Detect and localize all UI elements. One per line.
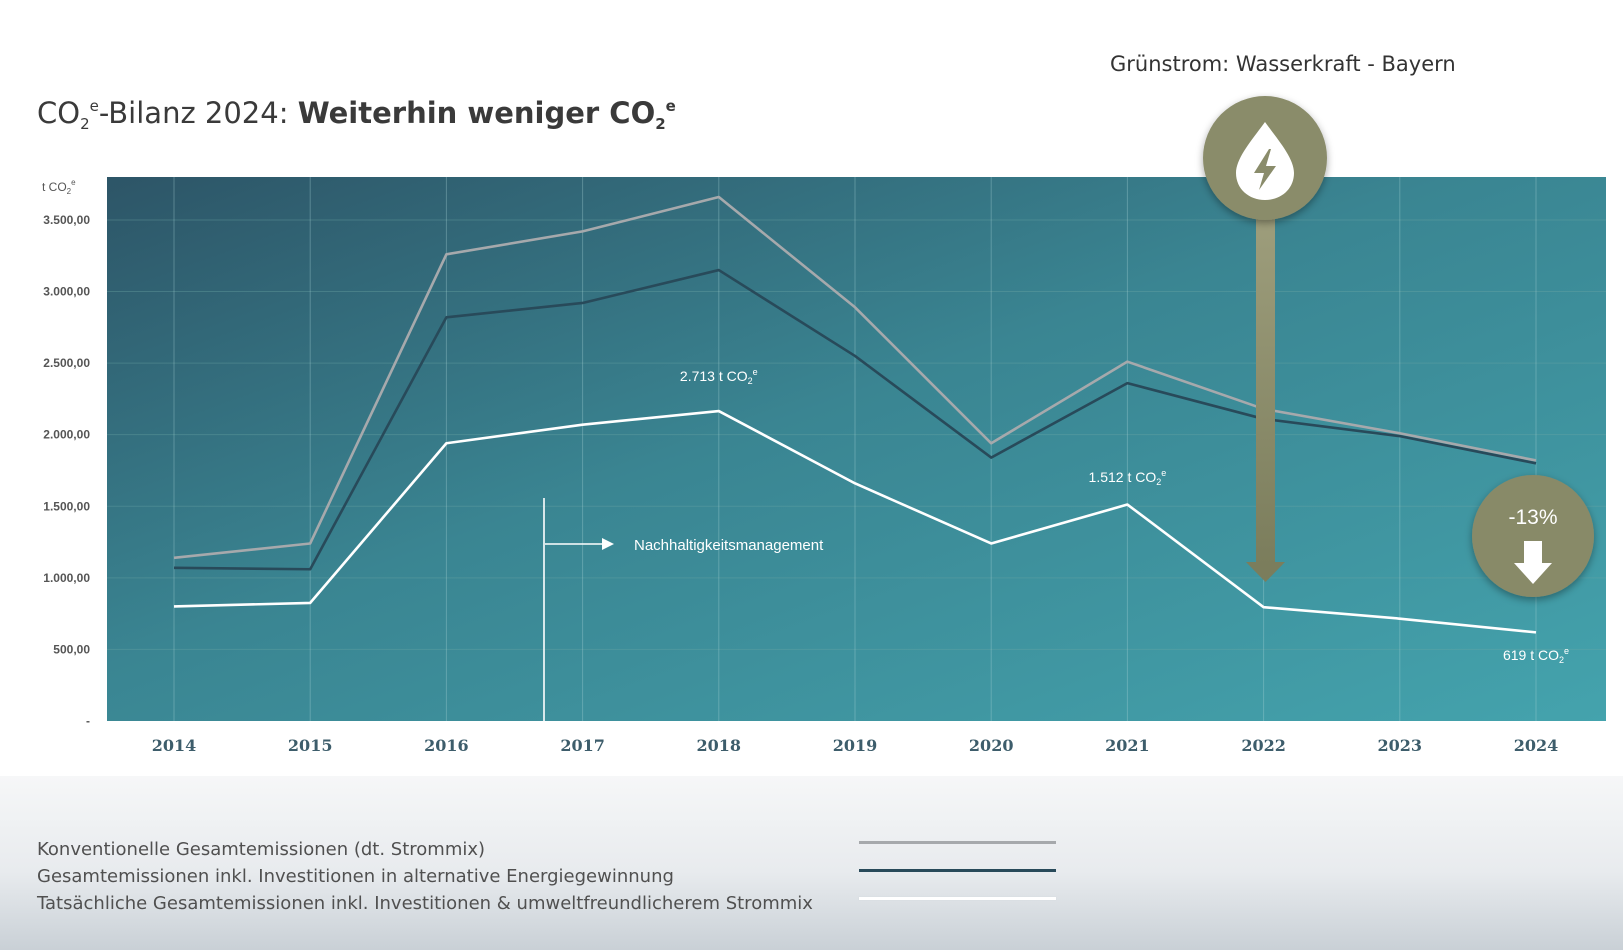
- arrow-right-icon: [602, 538, 614, 550]
- y-tick-label: 3.000,00: [43, 285, 90, 299]
- legend-area: [0, 776, 1623, 950]
- y-tick-label: 3.500,00: [43, 213, 90, 227]
- reduction-label: -13%: [1508, 506, 1557, 529]
- x-tick-label-2024: 2024: [1514, 736, 1559, 755]
- page-title: CO2e-Bilanz 2024: Weiterhin weniger CO2e: [37, 96, 676, 133]
- data-label-2024: 619 t CO2e: [1503, 646, 1569, 665]
- y-tick-label: 500,00: [53, 642, 90, 656]
- legend-swatch-conventional: [859, 841, 1056, 844]
- y-tick-label: 2.500,00: [43, 356, 90, 370]
- x-tick-label-2021: 2021: [1105, 736, 1150, 755]
- y-axis-unit: t CO2e: [42, 178, 76, 196]
- y-tick-label: 1.500,00: [43, 499, 90, 513]
- y-axis-labels: - 500,00 1.000,00 1.500,00 2.000,00 2.500,00 3…: [43, 213, 90, 728]
- y-tick-label: -: [86, 714, 90, 728]
- x-axis-labels: 2014 2015 2016 2017 2018 2019 2020 2021 2022 2023…: [152, 736, 1559, 755]
- legend-swatch-actual: [859, 897, 1056, 900]
- water-drop-lightning-icon: [1236, 122, 1294, 200]
- y-tick-label: 2.000,00: [43, 428, 90, 442]
- legend-label-conventional: Konventionelle Gesamtemissionen (dt. Str…: [37, 839, 486, 860]
- x-tick-label-2020: 2020: [969, 736, 1014, 755]
- x-tick-label-2018: 2018: [697, 736, 742, 755]
- y-tick-label: 1.000,00: [43, 571, 90, 585]
- series-line-alternative: [173, 268, 1537, 571]
- legend-swatch-alternative: [859, 869, 1056, 872]
- series-line-conventional: [173, 195, 1537, 560]
- arrow-down-icon: [1514, 541, 1552, 584]
- data-label-2021: 1.512 t CO2e: [1089, 468, 1167, 487]
- x-tick-label-2023: 2023: [1378, 736, 1423, 755]
- x-tick-label-2015: 2015: [288, 736, 333, 755]
- management-label: Nachhaltigkeitsmanagement: [634, 537, 824, 554]
- co2-line-chart: - 500,00 1.000,00 1.500,00 2.000,00 2.500,00 3…: [42, 96, 1606, 755]
- legend-label-alternative: Gesamtemissionen inkl. Investitionen in …: [37, 866, 674, 887]
- series-line-actual: [173, 409, 1537, 634]
- legend-label-actual: Tatsächliche Gesamtemissionen inkl. Inve…: [37, 893, 813, 914]
- x-tick-label-2016: 2016: [424, 736, 469, 755]
- greenpower-arrow: [1246, 212, 1285, 582]
- series-lines: [173, 195, 1537, 634]
- reduction-badge: -13%: [1472, 475, 1594, 597]
- x-tick-label-2022: 2022: [1241, 736, 1286, 755]
- x-tick-label-2019: 2019: [833, 736, 878, 755]
- plot-panel: [107, 177, 1606, 721]
- management-marker: Nachhaltigkeitsmanagement: [543, 498, 824, 721]
- x-tick-label-2014: 2014: [152, 736, 197, 755]
- data-annotations: 2.713 t CO2e 1.512 t CO2e 619 t CO2e: [680, 367, 1569, 665]
- data-label-2018: 2.713 t CO2e: [680, 367, 758, 386]
- x-tick-label-2017: 2017: [560, 736, 605, 755]
- greenpower-title: Grünstrom: Wasserkraft - Bayern: [1110, 52, 1456, 76]
